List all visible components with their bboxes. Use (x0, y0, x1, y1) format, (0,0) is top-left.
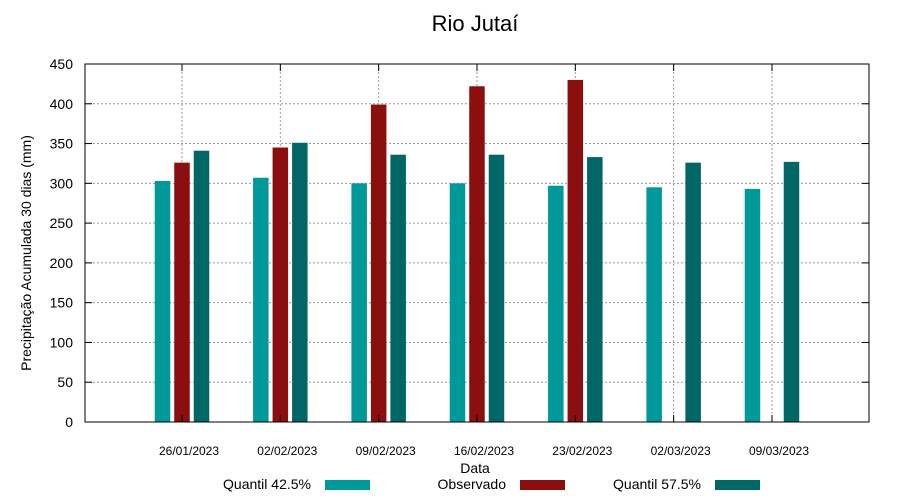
legend-label: Quantil 57.5% (613, 476, 701, 492)
y-tick-label: 300 (50, 175, 74, 191)
bar-quantil-57-5 (587, 157, 603, 422)
x-tick-label: 23/02/2023 (552, 444, 612, 458)
y-tick-label: 150 (50, 295, 74, 311)
bar-quantil-57-5 (390, 154, 406, 422)
bar-quantil-42-5 (351, 183, 367, 422)
x-tick-label: 09/03/2023 (749, 444, 809, 458)
bar-observado (272, 147, 289, 423)
bar-quantil-57-5 (685, 162, 701, 422)
bar-quantil-42-5 (253, 177, 269, 422)
bar-quantil-42-5 (154, 180, 171, 422)
y-tick-label: 200 (50, 255, 74, 271)
chart-title: Rio Jutaí (432, 11, 519, 36)
bar-quantil-57-5 (488, 154, 505, 422)
y-tick-label: 450 (50, 56, 74, 72)
legend-label: Quantil 42.5% (223, 476, 311, 492)
bar-quantil-57-5 (783, 161, 800, 422)
bar-observado (370, 104, 387, 422)
y-tick-label: 0 (65, 414, 73, 430)
legend-swatch (520, 480, 565, 490)
bars (154, 79, 800, 423)
legend-swatch (325, 480, 370, 490)
x-tick-label: 02/03/2023 (651, 444, 711, 458)
x-tick-label: 02/02/2023 (257, 444, 317, 458)
x-tick-label: 26/01/2023 (159, 444, 219, 458)
legend: Quantil 42.5% Observado Quantil 57.5% (223, 476, 760, 492)
y-tick-label: 350 (50, 136, 74, 152)
legend-swatch (715, 480, 760, 490)
x-axis-ticks: 26/01/2023 02/02/2023 09/02/2023 16/02/2023… (159, 64, 809, 458)
y-tick-label: 100 (50, 334, 74, 350)
x-axis-label: Data (460, 460, 490, 476)
legend-label: Observado (438, 476, 507, 492)
bar-quantil-57-5 (193, 150, 210, 422)
y-tick-label: 250 (50, 215, 74, 231)
bar-quantil-57-5 (292, 142, 308, 422)
bar-quantil-42-5 (449, 183, 466, 422)
bar-quantil-42-5 (646, 187, 662, 422)
x-tick-label: 09/02/2023 (356, 444, 416, 458)
y-axis-ticks: 0 50 100 150 200 250 300 350 400 450 (50, 56, 869, 430)
x-tick-label: 16/02/2023 (454, 444, 514, 458)
bar-observado (567, 79, 584, 423)
y-tick-label: 50 (57, 374, 73, 390)
bar-observado (174, 162, 190, 422)
y-tick-label: 400 (50, 96, 74, 112)
bar-quantil-42-5 (548, 185, 564, 422)
bar-observado (469, 86, 485, 422)
y-axis-label: Precipitação Acumulada 30 dias (mm) (18, 135, 34, 371)
bar-quantil-42-5 (744, 188, 761, 422)
